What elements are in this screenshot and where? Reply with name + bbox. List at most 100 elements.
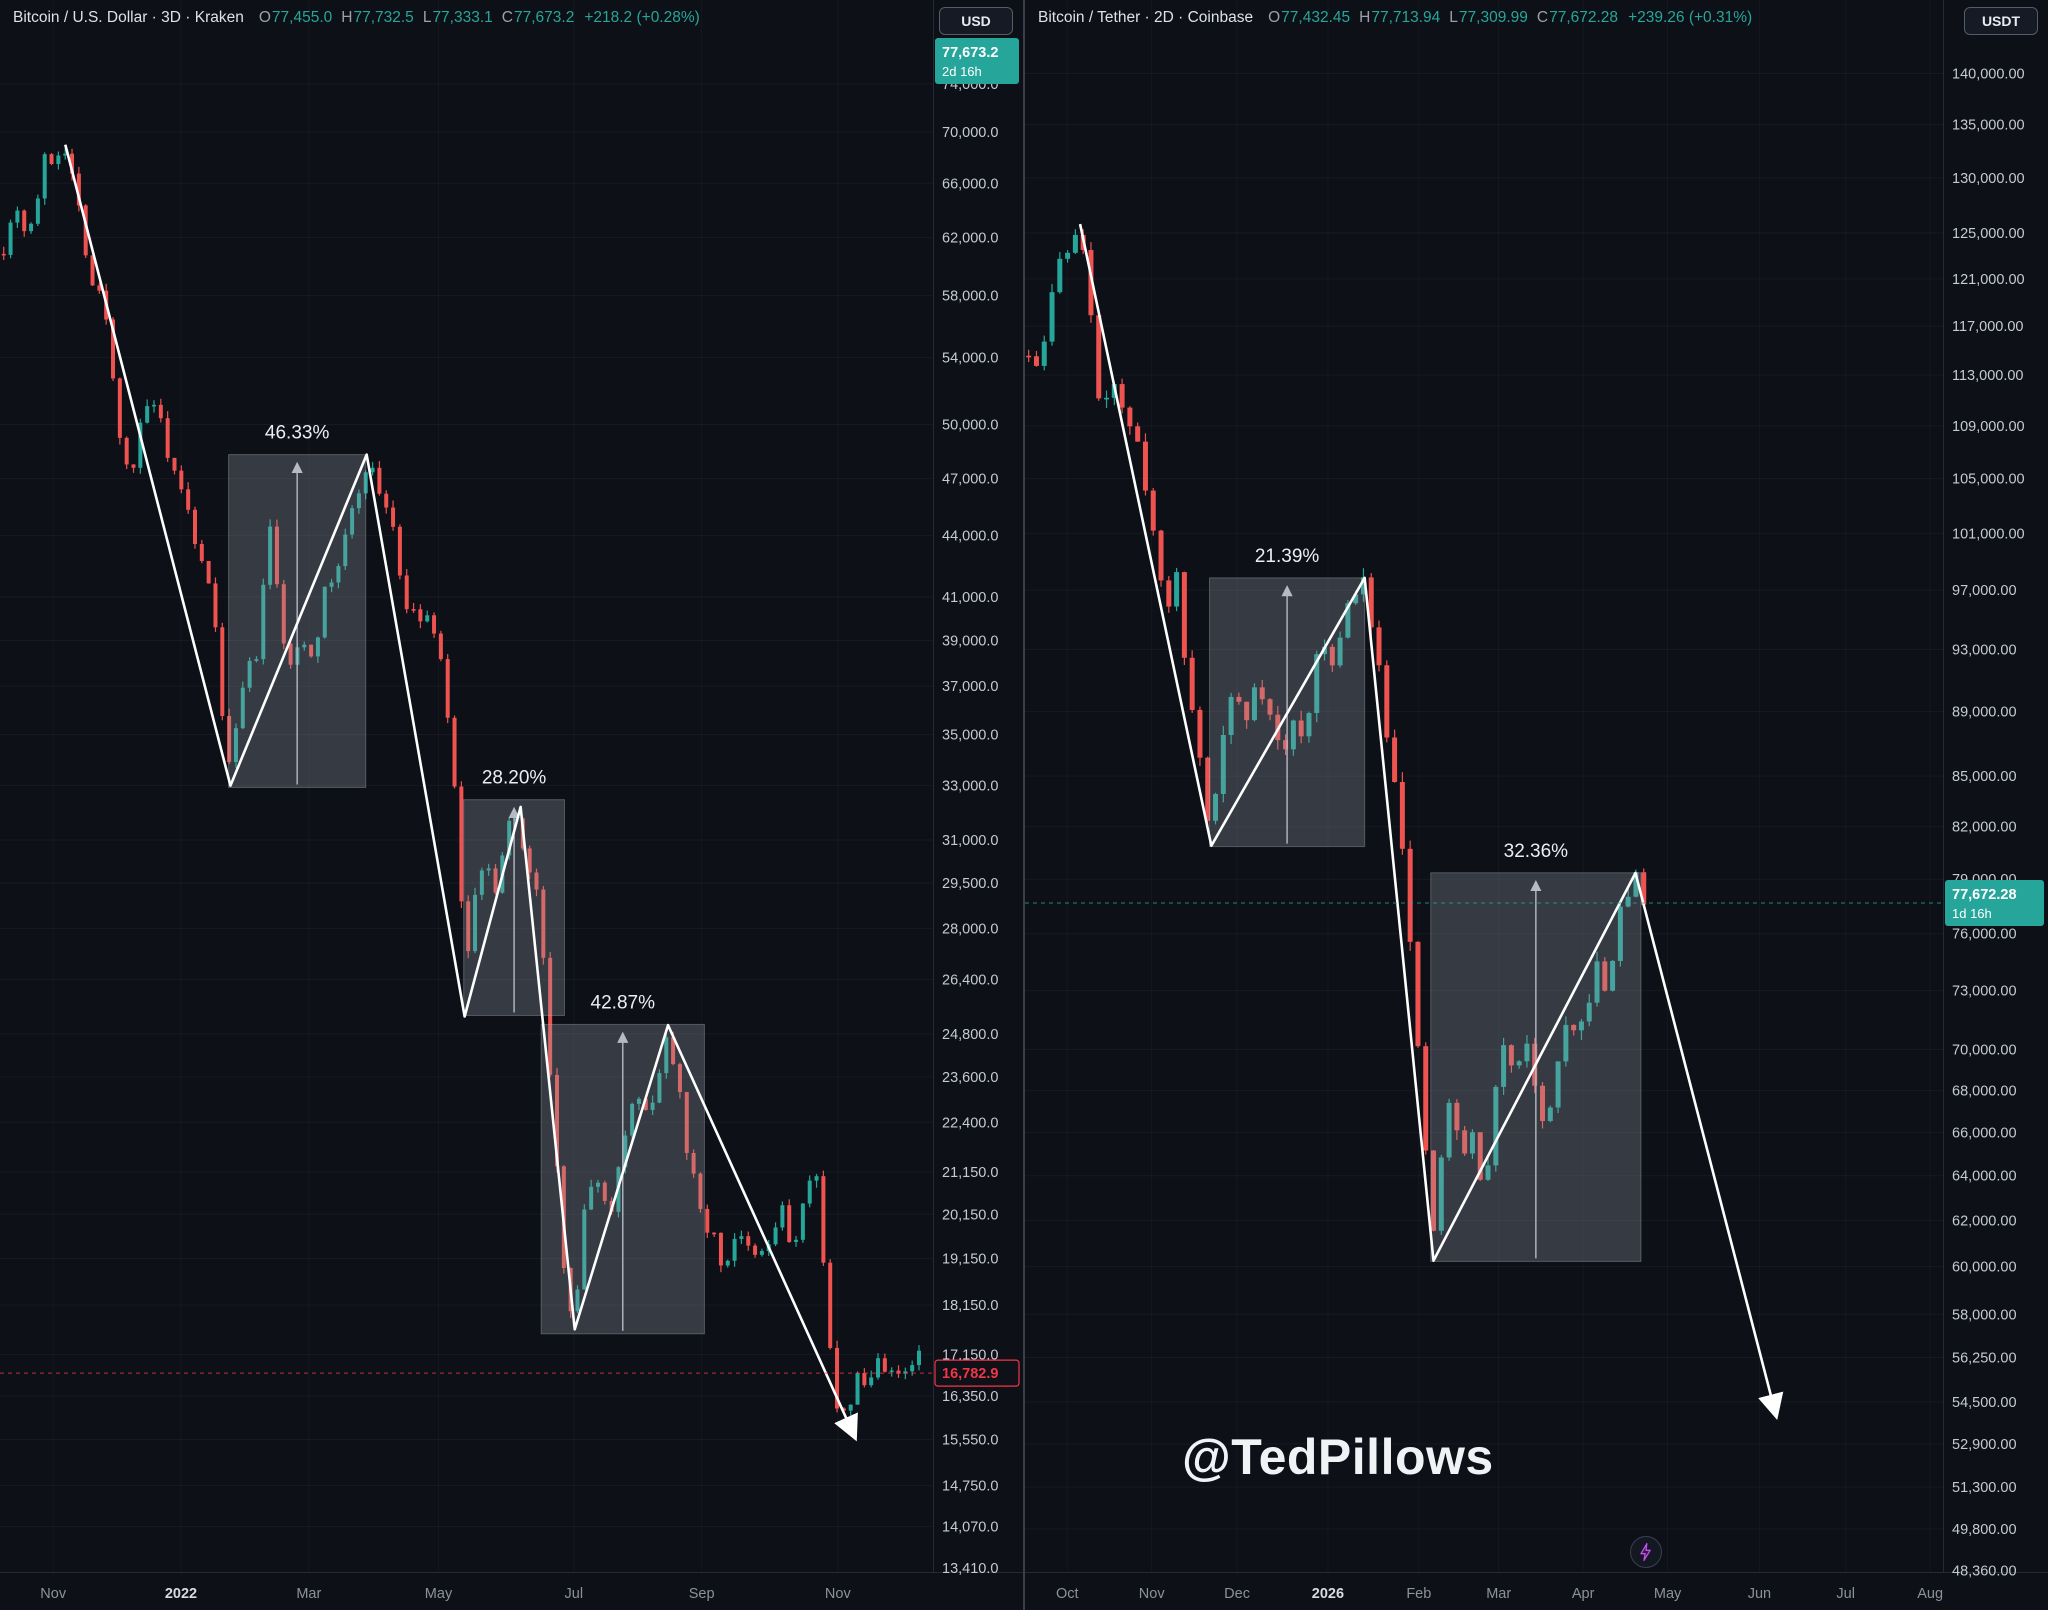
chart-legend: Bitcoin / U.S. Dollar · 3D · Kraken O77,… (13, 9, 700, 27)
measurement-label: 32.36% (1504, 841, 1569, 862)
price-tick: 140,000.00 (1952, 66, 2025, 82)
time-tick: Apr (1572, 1586, 1595, 1602)
price-tick: 37,000.0 (942, 679, 998, 695)
candles-layer (1026, 229, 1647, 1235)
measurement-label: 21.39% (1255, 546, 1320, 567)
last-price-label: 77,673.2 2d 16h (935, 38, 1019, 84)
time-tick: May (425, 1586, 453, 1602)
price-tick: 31,000.0 (942, 833, 998, 849)
price-tick: 19,150.0 (942, 1251, 998, 1267)
price-tick: 56,250.00 (1952, 1350, 2017, 1366)
time-tick: Jul (565, 1586, 584, 1602)
price-tick: 105,000.00 (1952, 472, 2025, 488)
price-tick: 97,000.00 (1952, 583, 2017, 599)
grid-layer (0, 83, 933, 1527)
price-tick: 135,000.00 (1952, 118, 2025, 134)
currency-toggle-button[interactable]: USDT (1964, 7, 2038, 35)
time-tick: Nov (1139, 1586, 1166, 1602)
price-tick: 28,000.0 (942, 921, 998, 937)
pane-divider[interactable] (1023, 0, 1025, 1610)
svg-text:77,673.2: 77,673.2 (942, 45, 998, 61)
time-tick: Jun (1748, 1586, 1771, 1602)
price-tick: 26,400.0 (942, 973, 998, 989)
btcusdt-price-chart[interactable]: 21.39% 32.36% 140,000.00 135,000.00 130,000.… (1025, 0, 2048, 1610)
symbol-title[interactable]: Bitcoin / U.S. Dollar · 3D · Kraken (13, 9, 244, 26)
price-tick: 89,000.00 (1952, 704, 2017, 720)
watermark: @TedPillows (1182, 1429, 1494, 1485)
symbol-title[interactable]: Bitcoin / Tether · 2D · Coinbase (1038, 9, 1254, 26)
measure-box[interactable]: 21.39% (1209, 546, 1366, 848)
chart-pane-btcusd: 46.33% 28.20% 42.87% 74,000.0 70,000.0 66,000… (0, 0, 1023, 1610)
time-tick: Nov (40, 1586, 67, 1602)
price-tick: 44,000.0 (942, 529, 998, 545)
price-tick: 117,000.00 (1952, 319, 2024, 335)
price-tick: 64,000.00 (1952, 1169, 2017, 1185)
price-tick: 24,800.0 (942, 1027, 998, 1043)
price-tick: 23,600.0 (942, 1070, 998, 1086)
price-tick: 70,000.00 (1952, 1043, 2017, 1059)
price-tick: 15,550.0 (942, 1432, 998, 1448)
svg-text:16,782.9: 16,782.9 (942, 1366, 998, 1382)
price-axis[interactable]: 74,000.070,000.066,000.062,000.058,000.0… (942, 77, 998, 1577)
svg-text:1d 16h: 1d 16h (1952, 906, 1992, 921)
price-tick: 60,000.00 (1952, 1260, 2017, 1276)
change-value: +239.26 (+0.31%) (1628, 9, 1753, 26)
time-tick: Sep (689, 1586, 715, 1602)
price-tick: 20,150.0 (942, 1207, 998, 1223)
price-axis[interactable]: 140,000.00 135,000.00 130,000.00 125,000.00… (1952, 66, 2025, 1579)
time-axis[interactable]: Nov 2022 Mar May Jul Sep Nov (40, 1586, 851, 1602)
price-tick: 33,000.0 (942, 779, 998, 795)
time-tick: Mar (1486, 1586, 1511, 1602)
price-tick: 62,000.0 (942, 231, 998, 247)
time-tick: May (1654, 1586, 1682, 1602)
price-tick: 85,000.00 (1952, 769, 2017, 785)
price-tick: 51,300.00 (1952, 1480, 2017, 1496)
time-tick: Jul (1836, 1586, 1855, 1602)
currency-toggle-button[interactable]: USD (939, 7, 1013, 35)
change-value: +218.2 (+0.28%) (584, 9, 700, 26)
candles-layer (1, 147, 922, 1416)
time-tick: Feb (1406, 1586, 1431, 1602)
chart-legend: Bitcoin / Tether · 2D · Coinbase O77,432… (1038, 9, 1752, 27)
price-tick: 54,500.00 (1952, 1395, 2017, 1411)
price-tick: 47,000.0 (942, 471, 998, 487)
price-tick: 121,000.00 (1952, 272, 2025, 288)
price-tick: 13,410.0 (942, 1561, 998, 1577)
measure-box[interactable]: 42.87% (540, 992, 705, 1335)
time-tick: Oct (1056, 1586, 1079, 1602)
price-tick: 73,000.00 (1952, 983, 2017, 999)
measure-box[interactable]: 46.33% (228, 423, 367, 788)
price-tick: 22,400.0 (942, 1115, 998, 1131)
measurement-label: 42.87% (591, 992, 656, 1013)
price-tick: 113,000.00 (1952, 368, 2024, 384)
price-tick: 70,000.0 (942, 125, 998, 141)
time-tick: 2026 (1312, 1586, 1344, 1602)
price-tick: 52,900.00 (1952, 1437, 2017, 1453)
measure-box[interactable]: 28.20% (463, 768, 565, 1016)
time-axis[interactable]: Oct Nov Dec 2026 Feb Mar Apr May Jun Jul Aug (1056, 1586, 1943, 1602)
time-tick: 2022 (165, 1586, 197, 1602)
trend-zigzag[interactable] (64, 144, 858, 1442)
price-tick: 68,000.00 (1952, 1083, 2017, 1099)
price-tick: 109,000.00 (1952, 419, 2025, 435)
ohlc-low: L77,309.99 (1449, 9, 1528, 26)
price-tick: 66,000.0 (942, 176, 998, 192)
ohlc-open: O77,432.45 (1268, 9, 1351, 26)
price-tick: 58,000.0 (942, 289, 998, 305)
svg-text:2d 16h: 2d 16h (942, 64, 982, 79)
price-tick: 17,150.0 (942, 1347, 998, 1363)
price-tick: 66,000.00 (1952, 1125, 2017, 1141)
lightning-button[interactable] (1630, 1536, 1662, 1568)
grid-layer (1025, 72, 1943, 1530)
ohlc-close: C77,672.28 (1536, 9, 1619, 26)
price-tick: 41,000.0 (942, 590, 998, 606)
price-tick: 16,350.0 (942, 1389, 998, 1405)
measure-box[interactable]: 32.36% (1430, 841, 1642, 1262)
price-tick: 125,000.00 (1952, 226, 2025, 242)
price-tick: 39,000.0 (942, 633, 998, 649)
price-tick: 58,000.00 (1952, 1307, 2017, 1323)
btcusd-price-chart[interactable]: 46.33%28.20%42.87%74,000.070,000.066,000… (0, 0, 1023, 1610)
price-tick: 48,360.00 (1952, 1563, 2017, 1579)
trend-zigzag[interactable] (1078, 223, 1784, 1420)
